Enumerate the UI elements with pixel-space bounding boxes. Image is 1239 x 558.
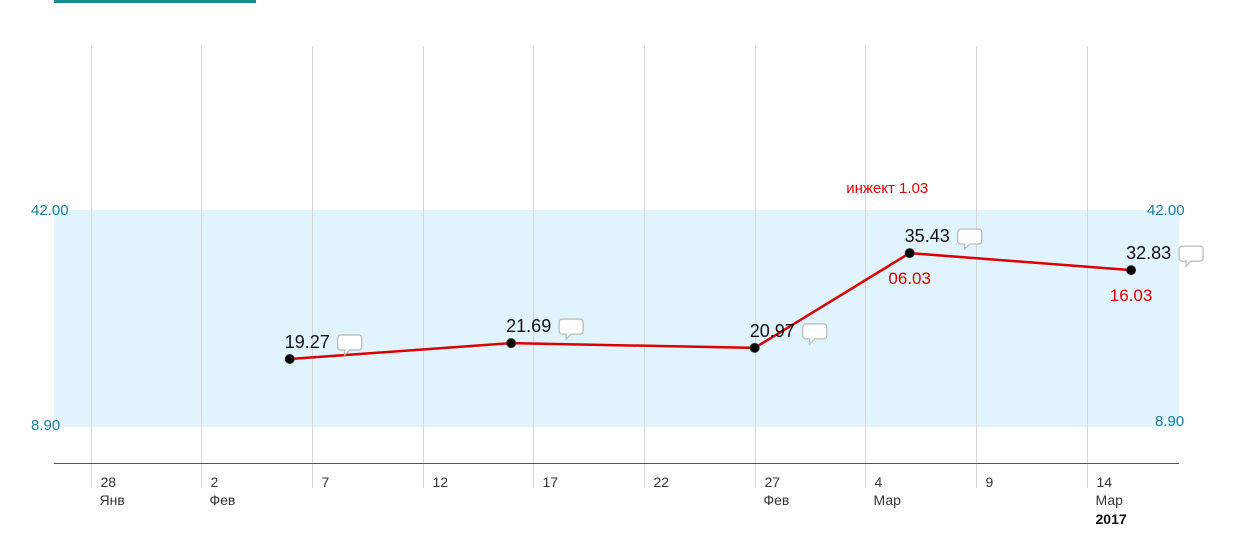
x-tick-day: 9 [986, 474, 994, 490]
data-point [749, 342, 760, 353]
data-value-label: 32.83 [1126, 243, 1171, 263]
data-point [904, 248, 915, 259]
x-tick-day: 7 [322, 474, 330, 490]
data-value-label: 35.43 [905, 226, 950, 246]
x-tick-month: Мар [874, 492, 902, 508]
data-date-label: 06.03 [888, 269, 931, 288]
x-tick-day: 4 [875, 474, 883, 490]
ref-high-label-left: 42.00 [31, 202, 69, 219]
x-tick-day: 14 [1097, 474, 1113, 490]
comment-icon [802, 323, 828, 346]
x-tick-year: 2017 [1096, 511, 1127, 527]
x-tick-day: 17 [543, 474, 559, 490]
comment-icon [1178, 245, 1204, 268]
top-accent-bar [54, 0, 256, 3]
x-tick-day: 28 [101, 474, 117, 490]
x-tick-day: 22 [654, 474, 670, 490]
data-value-label: 21.69 [506, 316, 551, 336]
data-point [284, 354, 295, 365]
x-tick-day: 12 [433, 474, 449, 490]
annotation-label: инжект 1.03 [846, 180, 928, 197]
comment-icon [957, 228, 983, 251]
ref-high-label-right: 42.00 [1147, 202, 1185, 219]
ref-low-label-left: 8.90 [31, 417, 60, 434]
reference-range-band [54, 210, 1179, 427]
data-value-label: 20.97 [750, 321, 795, 341]
x-tick-month: Фев [210, 492, 236, 508]
comment-icon-shape [1178, 245, 1204, 268]
x-tick-month: Янв [100, 492, 125, 508]
data-date-label: 16.03 [1110, 286, 1153, 305]
comment-icon [337, 334, 363, 357]
x-tick-month: Фев [764, 492, 790, 508]
comment-icon-shape [337, 334, 363, 357]
x-tick-day: 2 [211, 474, 219, 490]
data-point [506, 338, 517, 349]
comment-icon-shape [558, 318, 584, 341]
data-point [1126, 265, 1137, 276]
data-value-label: 19.27 [285, 332, 330, 352]
ref-low-label-right: 8.90 [1155, 413, 1184, 430]
x-tick-day: 27 [765, 474, 781, 490]
comment-icon [558, 318, 584, 341]
x-tick-month: Мар [1096, 492, 1124, 508]
comment-icon-shape [802, 323, 828, 346]
comment-icon-shape [957, 228, 983, 251]
